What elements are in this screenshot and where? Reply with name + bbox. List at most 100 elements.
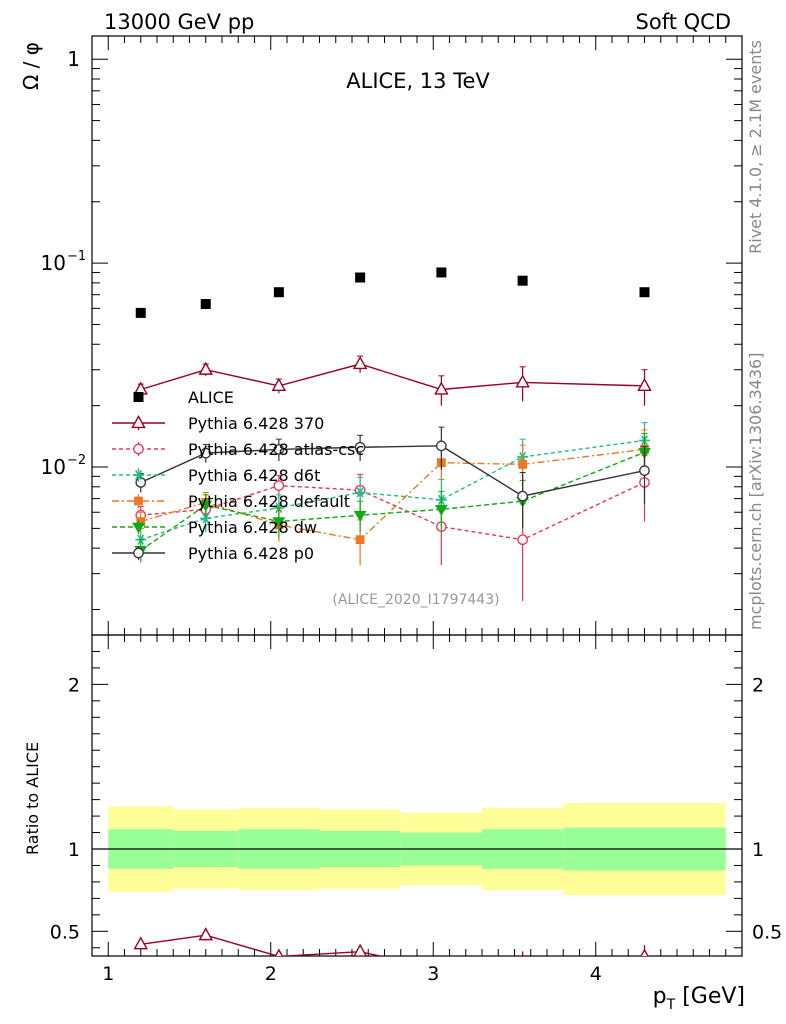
ratio-point bbox=[640, 981, 649, 990]
ratio-point bbox=[517, 996, 528, 1005]
series-point bbox=[199, 500, 213, 512]
legend-marker bbox=[133, 443, 144, 455]
series-point bbox=[517, 534, 528, 546]
legend-label: ALICE bbox=[188, 388, 234, 407]
ratio-point bbox=[639, 983, 650, 992]
star-stroke bbox=[357, 994, 363, 1004]
star-stroke bbox=[439, 996, 445, 1006]
series-point bbox=[639, 465, 650, 476]
ratio-point bbox=[136, 994, 145, 1003]
legend-marker bbox=[134, 496, 143, 506]
ratio-point bbox=[136, 992, 145, 1001]
ratio-point bbox=[274, 997, 283, 1006]
ratio-point bbox=[639, 978, 650, 988]
ratio-series-line bbox=[141, 983, 645, 999]
series-point bbox=[355, 535, 365, 545]
series-line bbox=[140, 363, 645, 391]
series-point bbox=[436, 440, 447, 452]
legend-label: Pythia 6.428 default bbox=[188, 492, 350, 511]
star-stroke bbox=[357, 994, 363, 1004]
legend-marker bbox=[131, 414, 146, 429]
chart-title: ALICE, 13 TeV bbox=[346, 69, 490, 93]
star-stroke bbox=[203, 994, 209, 1004]
side-mcplots-label: mcplots.cern.ch [arXiv:1306.3436] bbox=[746, 353, 765, 630]
ratio-point bbox=[640, 987, 649, 996]
series-point bbox=[273, 480, 285, 491]
legend-marker bbox=[133, 392, 144, 402]
ratio-point bbox=[437, 1000, 446, 1009]
ratio-series-line bbox=[141, 986, 645, 1005]
ratio-point bbox=[135, 996, 146, 1006]
side-rivet-label: Rivet 4.1.0, ≥ 2.1M events bbox=[746, 40, 765, 254]
star-stroke bbox=[202, 513, 210, 524]
reference-point bbox=[135, 307, 146, 318]
legend-marker bbox=[132, 522, 145, 534]
legend-label: Pythia 6.428 p0 bbox=[188, 544, 314, 563]
reference-point bbox=[436, 267, 447, 278]
legend: ALICE Pythia 6.428 370 Pythia 6.428 atlas-… bbox=[112, 388, 364, 563]
y-axis-label: Ω / φ bbox=[19, 42, 43, 90]
series-point bbox=[637, 377, 652, 391]
ratio-series-line bbox=[140, 934, 645, 956]
ratio-point bbox=[201, 992, 210, 1001]
ratio-point bbox=[436, 996, 447, 1006]
ratio-frame bbox=[91, 634, 743, 957]
ratio-point bbox=[200, 993, 211, 1002]
star-stroke bbox=[520, 986, 526, 996]
ratio-series-line bbox=[141, 987, 645, 1003]
ratio-point bbox=[518, 994, 527, 1003]
reference-point bbox=[355, 272, 366, 283]
series-point bbox=[353, 510, 367, 522]
star-stroke bbox=[138, 996, 144, 1006]
ratio-point bbox=[274, 948, 284, 956]
series-point bbox=[517, 490, 528, 502]
star-stroke bbox=[642, 978, 648, 988]
ratio-point bbox=[133, 936, 148, 950]
ratio-point bbox=[136, 985, 145, 994]
series-point bbox=[518, 459, 528, 469]
ratio-point bbox=[200, 994, 211, 1004]
star-stroke bbox=[520, 986, 526, 996]
series-point bbox=[271, 377, 287, 391]
star-stroke bbox=[203, 994, 209, 1004]
legend-label: Pythia 6.428 d6t bbox=[188, 466, 320, 485]
series-point bbox=[352, 355, 368, 370]
header-category-label: Soft QCD bbox=[636, 10, 731, 34]
ratio-point bbox=[355, 994, 366, 1004]
legend-label: Pythia 6.428 370 bbox=[188, 414, 324, 433]
ratio-y-tick-label-right: 1 bbox=[752, 839, 764, 861]
ratio-series-line bbox=[141, 983, 645, 1001]
star-stroke bbox=[276, 994, 282, 1004]
x-tick-label: 1 bbox=[102, 963, 114, 985]
star-stroke bbox=[356, 487, 364, 498]
ratio-point bbox=[273, 997, 284, 1006]
series-point bbox=[354, 487, 366, 498]
series-point bbox=[354, 441, 366, 453]
series-point bbox=[200, 513, 212, 524]
legend-marker bbox=[133, 469, 144, 481]
ratio-series-group bbox=[133, 927, 650, 1009]
series-point bbox=[198, 361, 213, 375]
y-tick-label-exponent: −2 bbox=[67, 453, 86, 468]
ratio-point bbox=[201, 993, 210, 1002]
ratio-point bbox=[436, 998, 447, 1007]
series-point bbox=[200, 447, 212, 459]
ratio-point bbox=[517, 986, 528, 996]
ratio-point bbox=[640, 990, 649, 999]
legend-label: Pythia 6.428 atlas-csc bbox=[188, 440, 364, 459]
x-tick-label: 3 bbox=[427, 963, 439, 985]
header-energy-label: 13000 GeV pp bbox=[104, 10, 254, 34]
ratio-point bbox=[640, 948, 649, 956]
star-stroke bbox=[276, 994, 282, 1004]
ratio-point bbox=[355, 999, 366, 1008]
star-stroke bbox=[138, 996, 144, 1006]
series-point bbox=[272, 517, 286, 529]
series-point bbox=[273, 444, 285, 455]
series-point bbox=[136, 517, 146, 526]
ratio-point bbox=[355, 985, 364, 994]
reference-point bbox=[200, 299, 211, 310]
ratio-point bbox=[518, 989, 527, 998]
x-tick-label: 4 bbox=[590, 963, 602, 985]
y-tick-label: 1 bbox=[67, 47, 80, 71]
ratio-y-tick-label-right: 2 bbox=[752, 674, 764, 696]
